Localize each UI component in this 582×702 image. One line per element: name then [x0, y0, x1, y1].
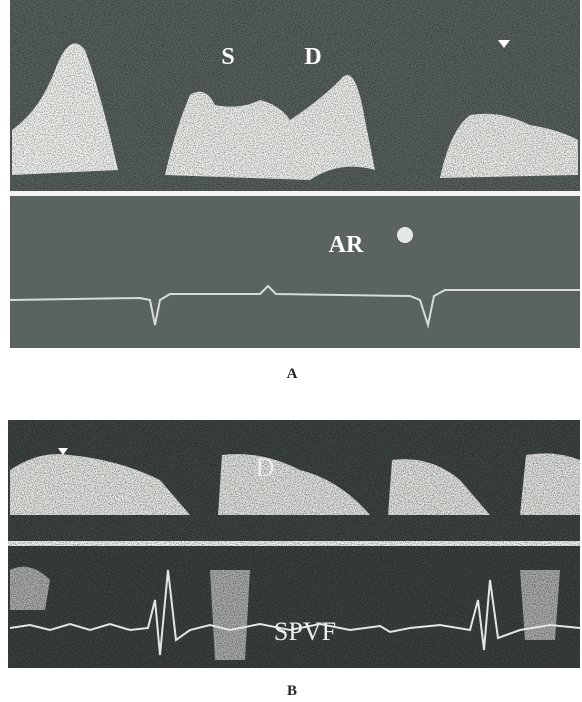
- ecg-trace: [9, 284, 580, 329]
- speckle: [10, 0, 580, 192]
- annotation: SPVF: [274, 617, 336, 646]
- separator: [10, 191, 580, 196]
- panel-label: A: [287, 366, 298, 382]
- annotation: D: [304, 44, 321, 70]
- speckle-layer: [10, 0, 580, 192]
- panel-label: B: [287, 683, 297, 699]
- annotation: S: [221, 44, 234, 70]
- annotation: AR: [329, 232, 364, 258]
- ar-signal: [397, 227, 413, 243]
- marker: [58, 448, 68, 455]
- annotation: D: [256, 453, 275, 482]
- doppler-lower: [10, 196, 580, 348]
- marker: [498, 40, 510, 48]
- ecg-trace: [9, 569, 581, 656]
- panel-a: S D AR A: [9, 0, 580, 382]
- panel-b: D SPVF B: [8, 420, 581, 699]
